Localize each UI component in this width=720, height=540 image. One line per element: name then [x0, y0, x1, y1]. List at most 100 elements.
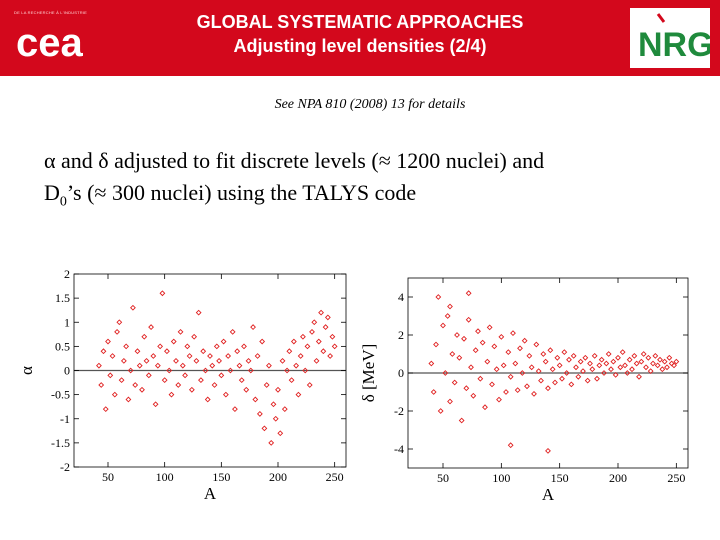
chart1-point-5	[107, 372, 114, 379]
chart2-point-20	[475, 328, 481, 335]
chart2-point-27	[491, 343, 498, 350]
chart2-point-109	[447, 303, 453, 310]
nrg-logo-text: NRG	[638, 26, 710, 64]
chart2-point-85	[626, 356, 633, 363]
chart1-point-72	[259, 338, 266, 345]
chart2-point-13	[458, 417, 465, 424]
chart2-point-105	[673, 358, 680, 365]
chart2-point-14	[461, 335, 467, 342]
cea-logo-tagline: DE LA RECHERCHE À L'INDUSTRIE	[14, 10, 88, 15]
nrg-accent-mark	[656, 13, 666, 23]
chart2-point-55	[556, 362, 563, 369]
chart1-point-58	[227, 367, 234, 374]
chart2-point-2	[433, 341, 439, 348]
chart2-point-95	[650, 360, 656, 367]
chart2-point-86	[629, 366, 635, 373]
chart1-xtick-label-4: 250	[326, 470, 344, 484]
alpha-chart-svg: 50 100 150 200 250 2 1.5 1 0.5 0 -0.5 -1 -1.5 -2 Aα	[17, 267, 347, 503]
chart2-point-21	[477, 375, 484, 382]
chart2-point-78	[610, 358, 617, 365]
chart1-point-61	[234, 348, 241, 355]
chart2-point-58	[563, 370, 570, 376]
chart1-y-axis-label: α	[18, 366, 36, 375]
chart2-point-57	[561, 349, 568, 355]
chart2-point-46	[535, 368, 542, 374]
chart1-point-32	[168, 391, 175, 398]
chart1-xtick-label-3: 200	[269, 470, 287, 484]
chart2-point-25	[486, 324, 493, 331]
chart2-point-31	[500, 362, 507, 369]
chart2-point-63	[575, 373, 582, 380]
chart2-point-15	[463, 385, 470, 392]
chart1-point-91	[302, 367, 309, 374]
chart2-point-51	[547, 347, 554, 354]
chart1-ytick-label-7: -1.5	[51, 436, 70, 450]
chart2-point-16	[465, 316, 472, 323]
chart1-point-51	[211, 382, 218, 388]
chart2-point-6	[442, 370, 449, 376]
chart1-point-63	[238, 377, 245, 384]
chart1-ytick-label-8: -2	[60, 460, 70, 474]
chart1-point-15	[130, 304, 136, 311]
chart1-point-100	[322, 324, 329, 330]
chart1-x-axis-label: A	[204, 484, 217, 503]
chart1-point-26	[154, 362, 161, 369]
chart2-point-80	[615, 354, 621, 361]
chart2-y-axis-label: δ [MeV]	[359, 344, 378, 403]
chart1-point-20	[141, 333, 148, 340]
chart1-point-18	[136, 362, 143, 369]
chart1-point-10	[118, 377, 125, 384]
cea-logo-mark: cea	[16, 22, 83, 62]
chart1-point-95	[311, 319, 318, 326]
chart1-point-52	[213, 343, 220, 350]
chart2-point-5	[440, 322, 446, 329]
chart1-point-98	[318, 309, 324, 316]
chart2-point-26	[489, 381, 495, 388]
chart2-point-41	[524, 383, 530, 390]
chart1-point-66	[245, 357, 252, 364]
nrg-logo: NRG	[630, 8, 714, 68]
chart1-point-67	[247, 367, 254, 374]
chart2-point-43	[528, 364, 535, 371]
chart1-point-77	[270, 401, 277, 408]
chart1-point-9	[116, 319, 123, 326]
chart2-point-45	[533, 341, 540, 348]
slide-title-line1: GLOBAL SYSTEMATIC APPROACHES	[196, 12, 524, 32]
chart1-ytick-label-4: 0	[64, 364, 70, 378]
chart1-point-85	[288, 377, 295, 384]
chart1-point-27	[157, 343, 164, 350]
chart1-point-33	[170, 338, 177, 345]
chart1-ytick-label-3: 0.5	[55, 339, 70, 353]
chart1-point-1	[98, 382, 105, 388]
chart2-point-48	[540, 351, 547, 357]
chart1-point-4	[105, 338, 111, 345]
chart2-point-29	[496, 396, 502, 403]
chart1-point-93	[306, 382, 313, 388]
chart2-point-101	[664, 364, 670, 371]
chart1-point-101	[324, 314, 331, 321]
chart2-point-53	[552, 379, 558, 386]
chart1-point-94	[309, 329, 315, 335]
chart1-point-41	[188, 386, 195, 393]
chart2-point-32	[503, 389, 509, 395]
body-line-1: α and δ adjusted to fit discrete levels …	[44, 145, 704, 177]
chart2-point-77	[608, 366, 614, 373]
chart2-point-88	[633, 360, 640, 367]
chart2-point-9	[449, 351, 456, 357]
chart2-point-28	[493, 366, 500, 373]
chart1-xtick-label-2: 150	[212, 470, 230, 484]
chart1-point-54	[218, 372, 225, 379]
chart1-point-45	[198, 377, 204, 384]
chart1-point-76	[268, 439, 275, 446]
chart2-point-30	[498, 334, 505, 340]
chart1-point-64	[241, 343, 247, 350]
chart1-point-78	[272, 415, 279, 422]
chart2-point-54	[554, 354, 561, 361]
chart1-point-35	[175, 382, 182, 388]
chart1-point-89	[297, 353, 304, 359]
chart2-point-24	[484, 358, 491, 365]
chart1-point-49	[207, 353, 213, 359]
chart1-ytick-label-2: 1	[64, 315, 70, 329]
